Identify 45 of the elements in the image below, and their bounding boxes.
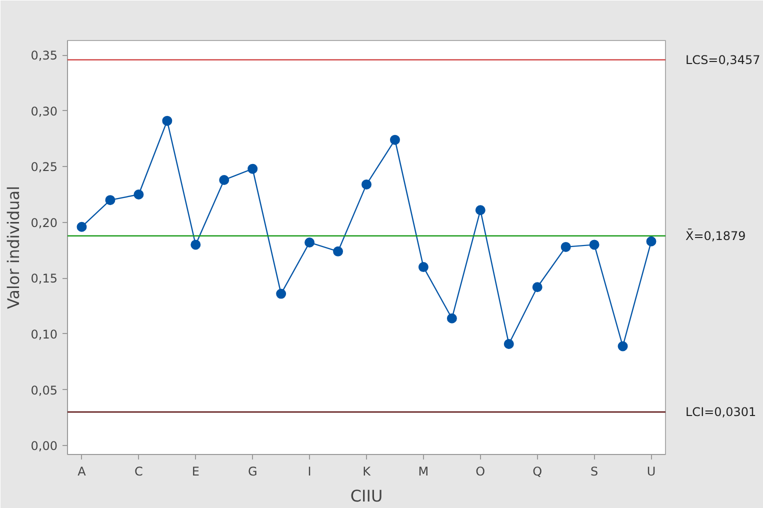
x-tick-label: G <box>248 464 258 478</box>
x-tick-label: A <box>78 464 87 478</box>
point <box>589 240 600 250</box>
point <box>560 242 571 252</box>
point <box>646 236 656 246</box>
point <box>162 116 172 126</box>
y-tick-label: 0,10 <box>30 327 58 342</box>
point <box>475 205 486 216</box>
x-tick-label: I <box>308 464 312 478</box>
x-axis-title: CIIU <box>350 486 383 506</box>
y-tick-label: 0,00 <box>30 439 58 454</box>
point <box>504 339 514 350</box>
y-tick-label: 0,30 <box>30 104 58 118</box>
point <box>446 313 457 324</box>
y-tick-label: 0,05 <box>30 383 58 398</box>
point <box>304 237 315 248</box>
x-tick-label: M <box>418 464 429 478</box>
y-tick-label: 0,35 <box>30 48 58 63</box>
point <box>362 179 372 190</box>
ref-line-label: LCI=0,0301 <box>686 404 756 419</box>
point <box>76 222 87 232</box>
y-tick-label: 0,15 <box>30 272 58 286</box>
x-tick-label: S <box>590 464 598 478</box>
x-tick-label: O <box>476 464 486 478</box>
x-tick-label: Q <box>532 464 542 478</box>
y-axis-title: Valor individual <box>4 186 23 310</box>
point <box>105 195 116 206</box>
point <box>219 174 230 185</box>
x-tick-label: U <box>646 464 656 478</box>
x-tick-label: C <box>134 464 143 478</box>
y-tick-label: 0,25 <box>30 160 58 174</box>
point <box>333 246 344 256</box>
point <box>390 134 400 145</box>
y-tick-label: 0,20 <box>30 216 58 230</box>
x-tick-label: K <box>362 464 372 478</box>
point <box>418 262 428 272</box>
point <box>618 341 628 352</box>
point <box>532 282 542 292</box>
point <box>248 164 258 174</box>
x-tick-label: E <box>192 464 200 478</box>
point <box>190 240 201 250</box>
point <box>134 190 144 200</box>
point <box>276 288 286 299</box>
ref-line-label: X̄=0,1879 <box>686 228 746 243</box>
ref-line-label: LCS=0,3457 <box>686 52 760 67</box>
